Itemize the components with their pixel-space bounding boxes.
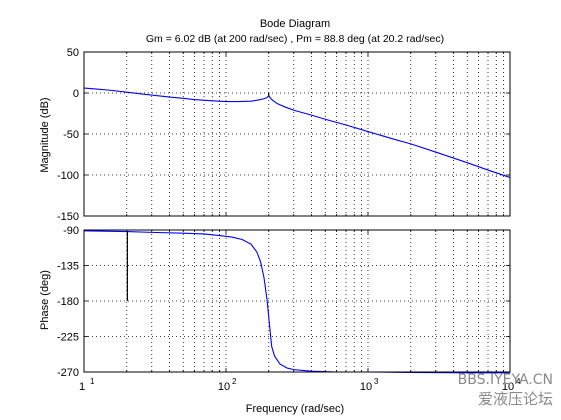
x-tick-label: 10 [502, 381, 514, 393]
frequency-xlabel: Frequency (rad/sec) [246, 403, 344, 415]
magnitude-series-line [83, 87, 511, 178]
phase-y-tick-label: -225 [57, 332, 79, 344]
magnitude-y-tick-label: -100 [57, 170, 79, 182]
x-tick-label: 1 [79, 381, 85, 393]
phase-axes-frame [83, 229, 511, 373]
magnitude-y-tick-label: -50 [63, 129, 79, 141]
phase-y-tick-label: -90 [63, 225, 79, 237]
watermark-line-1: BBS.IYEYA.CN [458, 372, 553, 388]
magnitude-ylabel: Magnitude (dB) [39, 97, 51, 172]
x-tick-exponent: 2 [232, 377, 237, 386]
chart-subtitle: Gm = 6.02 dB (at 200 rad/sec) , Pm = 88.… [146, 33, 444, 45]
phase-y-tick-label: -180 [57, 296, 79, 308]
phase-ylabel: Phase (deg) [39, 270, 51, 330]
x-tick-label: 10 [360, 381, 372, 393]
phase-y-tick-label: -270 [57, 367, 79, 379]
magnitude-y-tick-label: 50 [67, 47, 79, 59]
x-tick-exponent: 4 [516, 377, 521, 386]
magnitude-panel: 50 0 -50 -100 -150 [57, 47, 511, 223]
magnitude-y-tick-label: 0 [73, 88, 79, 100]
x-tick-exponent: 1 [90, 377, 95, 386]
magnitude-axes-frame [83, 51, 511, 217]
chart-title: Bode Diagram [260, 18, 330, 30]
watermark-line-2: 爱液压论坛 [478, 390, 553, 408]
x-tick-exponent: 3 [374, 377, 379, 386]
x-tick-label: 10 [218, 381, 230, 393]
magnitude-y-tick-label: -150 [57, 211, 79, 223]
phase-y-tick-label: -135 [57, 261, 79, 273]
